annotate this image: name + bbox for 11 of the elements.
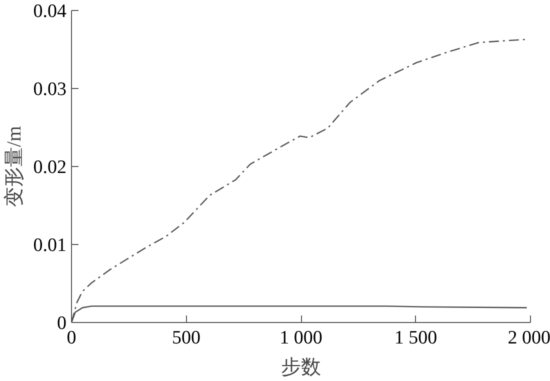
x-tick-label: 1 000	[280, 328, 322, 348]
y-tick-label: 0.03	[33, 79, 66, 100]
y-tick-label: 0.04	[33, 1, 67, 22]
x-tick-label: 2 000	[508, 328, 550, 348]
y-tick-label: 0.01	[33, 235, 66, 256]
x-tick-label: 500	[172, 328, 200, 348]
y-tick-label: 0.02	[33, 157, 66, 178]
y-axis-title: 变形量/m	[3, 126, 26, 208]
y-tick-label: 0	[57, 313, 66, 334]
x-tick-label: 1 500	[394, 328, 438, 348]
x-axis-title: 步数	[281, 356, 321, 378]
